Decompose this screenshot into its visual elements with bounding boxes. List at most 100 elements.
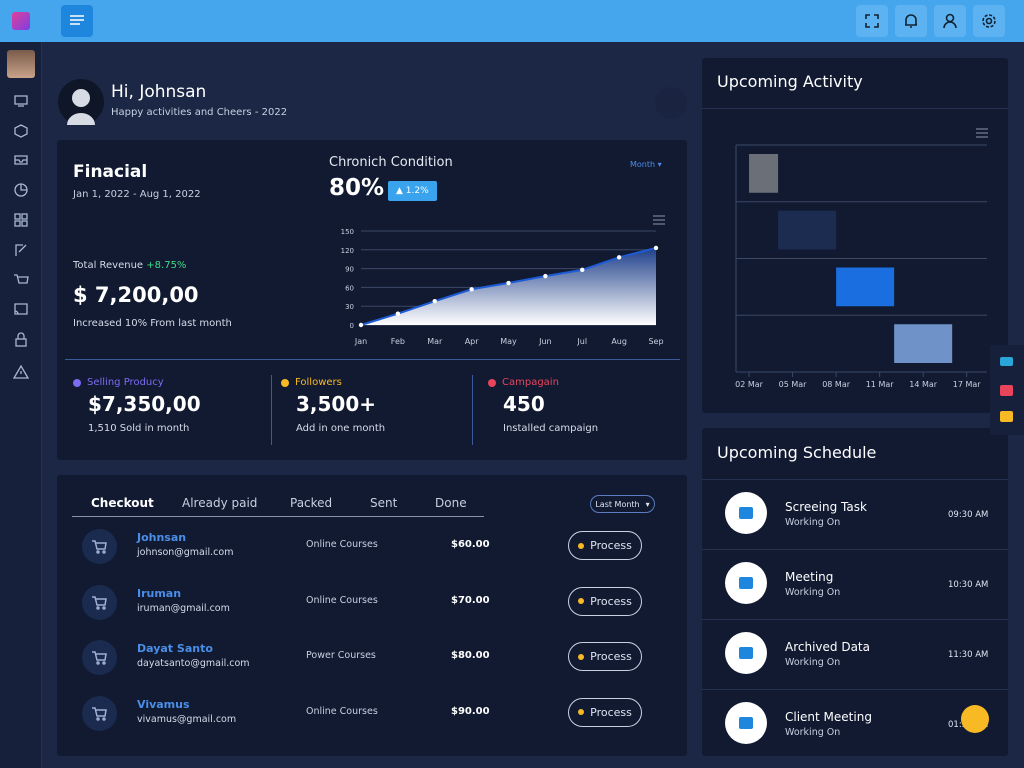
- stat-label-text: Selling Producy: [87, 377, 164, 388]
- order-tab[interactable]: Done: [435, 496, 467, 510]
- divider: [702, 619, 1008, 620]
- date-range: Jan 1, 2022 - Aug 1, 2022: [73, 189, 201, 200]
- schedule-icon: [725, 702, 767, 744]
- revenue-value: $ 7,200,00: [73, 283, 199, 307]
- status-dot: [578, 709, 585, 715]
- activity-chart: 02 Mar 05 Mar 08 Mar 11 Mar 14 Mar 17 Mar: [735, 144, 987, 389]
- range-bar: [894, 324, 953, 363]
- course: Online Courses: [306, 705, 378, 717]
- divider: [271, 375, 272, 445]
- customer-name: Dayat Santo: [137, 642, 213, 655]
- menu-button[interactable]: [61, 5, 93, 37]
- stat-value: 3,500+: [296, 392, 377, 416]
- sidebar-icons[interactable]: [13, 94, 29, 424]
- activity-title: Upcoming Activity: [717, 72, 863, 91]
- order-tab[interactable]: Sent: [370, 496, 398, 510]
- customer-name: Johnsan: [137, 531, 187, 544]
- fullscreen-button[interactable]: [856, 5, 888, 37]
- status-dot: [578, 542, 585, 549]
- amount: $70.00: [451, 594, 490, 606]
- stat-value: 450: [503, 392, 545, 416]
- profile-button[interactable]: [934, 5, 966, 37]
- cart-icon: [82, 529, 117, 564]
- status-button[interactable]: Process: [568, 586, 642, 616]
- stat-label-text: Campagain: [502, 377, 559, 388]
- cart-icon: [82, 640, 117, 675]
- status-dot: [578, 598, 585, 604]
- schedule-title: Meeting: [785, 570, 834, 584]
- stat-label: Selling Producy: [73, 377, 164, 388]
- data-point: [543, 273, 548, 279]
- logo: [12, 12, 30, 30]
- amount: $80.00: [451, 650, 490, 661]
- customer-name: Iruman: [137, 586, 182, 600]
- x-tick-label: Jan: [354, 337, 367, 346]
- notification-button[interactable]: [895, 5, 927, 37]
- condition-value: 80%: [329, 175, 385, 201]
- x-tick-label: 11 Mar: [866, 380, 895, 389]
- x-tick-label: 02 Mar: [735, 380, 764, 389]
- course: Power Courses: [306, 650, 376, 661]
- side-widgets[interactable]: [990, 345, 1024, 435]
- x-tick-label: May: [500, 337, 517, 346]
- status-button[interactable]: Process: [568, 642, 642, 671]
- course: Online Courses: [306, 594, 378, 606]
- chart-menu[interactable]: [652, 215, 666, 225]
- data-point: [358, 322, 364, 328]
- search-button[interactable]: [655, 87, 687, 119]
- divider: [702, 108, 1008, 109]
- x-tick-label: Jun: [538, 337, 552, 346]
- order-tab[interactable]: Checkout: [91, 496, 154, 510]
- period-filter[interactable]: Month ▾: [630, 160, 662, 169]
- activity-card: [702, 58, 1008, 413]
- status-text: Process: [590, 539, 632, 552]
- schedule-status: Working On: [785, 657, 841, 668]
- order-tab[interactable]: Already paid: [182, 496, 258, 510]
- schedule-status: Working On: [785, 727, 841, 738]
- data-point: [395, 311, 401, 316]
- data-point: [432, 298, 437, 304]
- schedule-status: Working On: [785, 587, 841, 598]
- order-tab[interactable]: Packed: [290, 496, 333, 510]
- top-bar: [0, 0, 1024, 42]
- customer-email: iruman@gmail.com: [137, 602, 230, 614]
- divider: [702, 479, 1008, 480]
- y-tick-label: 30: [345, 303, 354, 311]
- revenue-label: Total Revenue +8.75%: [73, 260, 186, 271]
- amount: $60.00: [451, 539, 490, 550]
- chart-menu[interactable]: [975, 128, 989, 138]
- customer-email: johnson@gmail.com: [137, 547, 234, 558]
- customer-email: vivamus@gmail.com: [137, 713, 237, 725]
- schedule-time: 10:30 AM: [948, 580, 989, 590]
- filter-text: Month: [630, 160, 656, 169]
- chat-button[interactable]: [961, 705, 989, 733]
- settings-button[interactable]: [973, 5, 1005, 37]
- stat-sub: Add in one month: [296, 423, 386, 434]
- range-bar: [836, 267, 895, 307]
- customer-email: dayatsanto@gmail.com: [137, 658, 250, 669]
- status-dot: [578, 653, 585, 660]
- user-avatar: [58, 79, 104, 125]
- divider: [702, 549, 1008, 550]
- greeting-subtitle: Happy activities and Cheers - 2022: [111, 107, 288, 118]
- status-text: Process: [590, 705, 632, 719]
- orders-filter[interactable]: Last Month ▾: [590, 495, 655, 513]
- badge-text: 1.2%: [405, 186, 429, 196]
- schedule-icon: [725, 492, 767, 534]
- range-bar: [749, 154, 779, 193]
- data-point: [616, 255, 622, 260]
- x-tick-label: 08 Mar: [822, 380, 851, 389]
- x-tick-label: Apr: [465, 337, 480, 346]
- cart-icon: [82, 695, 117, 731]
- status-button[interactable]: Process: [568, 697, 642, 727]
- x-tick-label: Aug: [611, 337, 627, 346]
- data-point: [506, 280, 511, 286]
- status-text: Process: [590, 594, 632, 608]
- avatar[interactable]: [7, 50, 35, 78]
- stat-value: $7,350,00: [88, 392, 201, 416]
- greeting-title: Hi, Johnsan: [111, 82, 207, 102]
- tabs-underline: [72, 516, 484, 517]
- status-button[interactable]: Process: [568, 531, 642, 560]
- y-tick-label: 90: [345, 266, 354, 274]
